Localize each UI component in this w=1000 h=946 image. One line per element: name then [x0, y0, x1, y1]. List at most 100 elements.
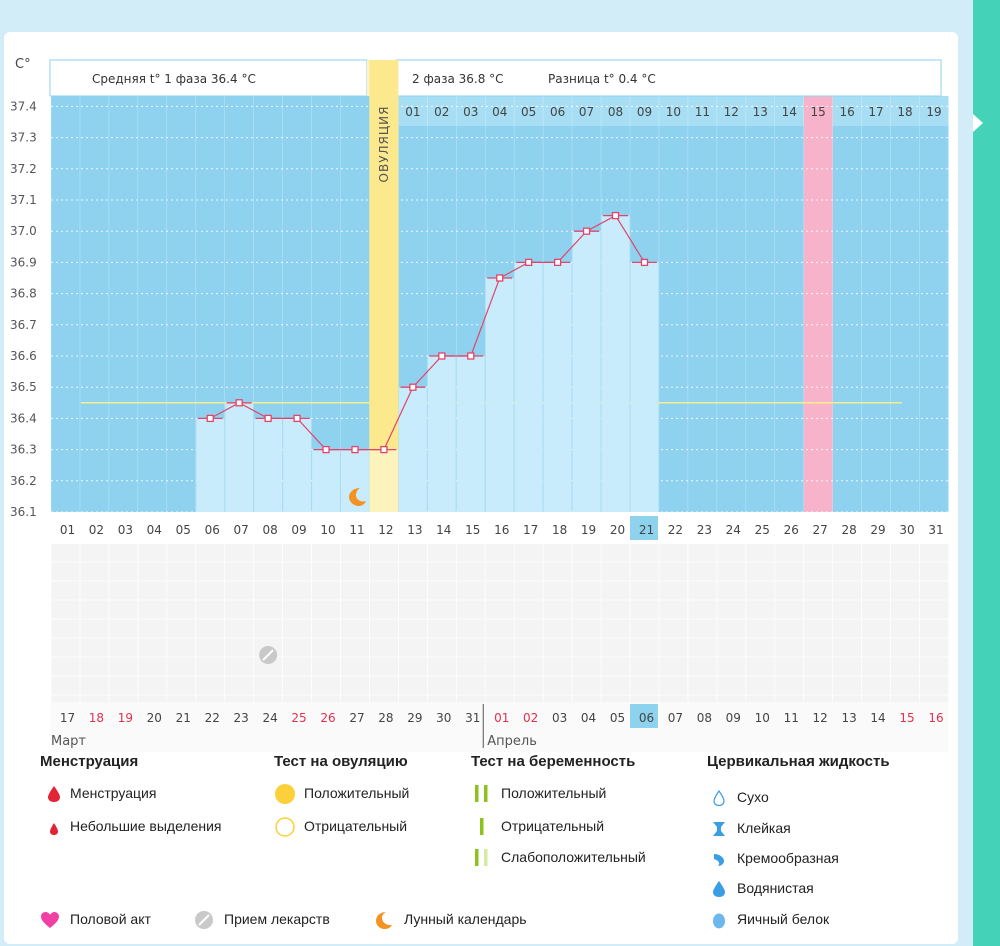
- cycle-day-label[interactable]: 26: [784, 523, 799, 537]
- calendar-date[interactable]: 16: [928, 711, 943, 725]
- highlight-column: [803, 96, 833, 512]
- calendar-date[interactable]: 03: [552, 711, 567, 725]
- cycle-day-label[interactable]: 18: [552, 523, 567, 537]
- temperature-point[interactable]: [322, 445, 330, 454]
- cycle-day-label[interactable]: 10: [320, 523, 335, 537]
- calendar-date[interactable]: 28: [378, 711, 393, 725]
- phase2-day-label: 13: [753, 105, 768, 119]
- temperature-point[interactable]: [496, 274, 504, 282]
- y-tick-label: 36.4: [10, 411, 37, 425]
- calendar-date[interactable]: 12: [813, 711, 828, 725]
- calendar-date[interactable]: 21: [176, 711, 191, 725]
- calendar-date[interactable]: 07: [668, 711, 683, 725]
- legend-pregnancy-test-title: Тест на беременность: [471, 753, 636, 770]
- calendar-date[interactable]: 24: [262, 711, 277, 725]
- cycle-day-label[interactable]: 23: [697, 523, 712, 537]
- temperature-point[interactable]: [264, 414, 272, 423]
- calendar-date[interactable]: 22: [205, 711, 220, 725]
- calendar-date[interactable]: 10: [755, 711, 770, 725]
- cycle-day-label[interactable]: 28: [841, 523, 856, 537]
- cycle-day-label[interactable]: 30: [899, 523, 914, 537]
- cycle-day-label[interactable]: 05: [176, 523, 191, 537]
- temperature-point[interactable]: [582, 227, 591, 235]
- calendar-date[interactable]: 23: [234, 711, 249, 725]
- temperature-point[interactable]: [467, 352, 475, 360]
- calendar-date[interactable]: 31: [465, 711, 480, 725]
- temperature-bar: [225, 402, 254, 512]
- calendar-date[interactable]: 13: [841, 711, 856, 725]
- temperature-point[interactable]: [235, 399, 243, 407]
- cycle-day-label[interactable]: 07: [234, 523, 249, 537]
- calendar-date[interactable]: 05: [610, 711, 625, 725]
- cycle-day-label[interactable]: 06: [205, 523, 220, 537]
- temperature-point[interactable]: [640, 258, 649, 267]
- calendar-date[interactable]: 19: [118, 711, 133, 725]
- calendar-date[interactable]: 09: [726, 711, 741, 725]
- temperature-point[interactable]: [553, 258, 562, 267]
- cycle-day-label[interactable]: 09: [291, 523, 306, 537]
- temperature-point[interactable]: [206, 414, 214, 423]
- cycle-day-label[interactable]: 01: [60, 523, 75, 537]
- calendar-date[interactable]: 18: [89, 711, 104, 725]
- temperature-bar: [630, 262, 659, 512]
- phase2-average: 2 фаза 36.8 °C: [412, 72, 504, 86]
- cycle-day-label[interactable]: 31: [928, 523, 943, 537]
- calendar-date[interactable]: 29: [407, 711, 422, 725]
- cycle-day-label[interactable]: 02: [89, 523, 104, 537]
- expand-arrow-icon[interactable]: [973, 114, 983, 132]
- calendar-date[interactable]: 01: [494, 711, 509, 725]
- calendar-date[interactable]: 08: [697, 711, 712, 725]
- y-tick-label: 36.6: [10, 349, 37, 363]
- phase2-day-label: 11: [695, 105, 710, 119]
- chart-card: C° Средняя t° 1 фаза 36.4 °C 2 фаза 36.8…: [4, 32, 958, 944]
- header-phase1-box: [49, 59, 368, 97]
- cycle-day-label[interactable]: 29: [870, 523, 885, 537]
- temperature-point[interactable]: [409, 383, 417, 391]
- cycle-day-label[interactable]: 13: [407, 523, 422, 537]
- creamy-icon: [714, 854, 724, 866]
- cycle-day-label[interactable]: 25: [755, 523, 770, 537]
- y-tick-label: 36.8: [10, 287, 37, 301]
- phase2-day-label: 09: [637, 105, 652, 119]
- calendar-date[interactable]: 11: [784, 711, 799, 725]
- calendar-date[interactable]: 20: [147, 711, 162, 725]
- cycle-day-label[interactable]: 08: [262, 523, 277, 537]
- calendar-date[interactable]: 14: [870, 711, 885, 725]
- cycle-day-label[interactable]: 11: [349, 523, 364, 537]
- calendar-date[interactable]: 04: [581, 711, 596, 725]
- cycle-day-label[interactable]: 22: [668, 523, 683, 537]
- events-area: [51, 544, 949, 702]
- temperature-point[interactable]: [351, 445, 359, 454]
- temperature-point[interactable]: [438, 352, 446, 360]
- cycle-day-label[interactable]: 04: [147, 523, 162, 537]
- calendar-date[interactable]: 30: [436, 711, 451, 725]
- cycle-day-label[interactable]: 24: [726, 523, 741, 537]
- calendar-date[interactable]: 26: [320, 711, 335, 725]
- temperature-point[interactable]: [293, 414, 301, 423]
- cycle-day-label[interactable]: 16: [494, 523, 509, 537]
- temperature-difference: Разница t° 0.4 °C: [548, 72, 656, 86]
- temperature-point[interactable]: [611, 211, 620, 220]
- cycle-day-label[interactable]: 15: [465, 523, 480, 537]
- cycle-day-label[interactable]: 19: [581, 523, 596, 537]
- calendar-date[interactable]: 17: [60, 711, 75, 725]
- moon-icon[interactable]: [348, 488, 366, 506]
- cycle-day-label[interactable]: 21: [639, 523, 654, 537]
- calendar-row: [51, 702, 949, 752]
- calendar-date[interactable]: 02: [523, 711, 538, 725]
- sticky-icon: [713, 822, 725, 836]
- cycle-day-label[interactable]: 14: [436, 523, 451, 537]
- calendar-date[interactable]: 25: [291, 711, 306, 725]
- cycle-day-label[interactable]: 12: [378, 523, 393, 537]
- temperature-point[interactable]: [380, 445, 388, 454]
- temperature-point[interactable]: [525, 258, 533, 267]
- calendar-date[interactable]: 06: [639, 711, 654, 725]
- cycle-day-label[interactable]: 17: [523, 523, 538, 537]
- calendar-date[interactable]: 27: [349, 711, 364, 725]
- cycle-day-label[interactable]: 27: [813, 523, 828, 537]
- calendar-date[interactable]: 15: [899, 711, 914, 725]
- cycle-day-label[interactable]: 20: [610, 523, 625, 537]
- phase2-day-strip: [396, 96, 949, 126]
- cycle-day-label[interactable]: 03: [118, 523, 133, 537]
- phase2-day-label: 07: [579, 105, 594, 119]
